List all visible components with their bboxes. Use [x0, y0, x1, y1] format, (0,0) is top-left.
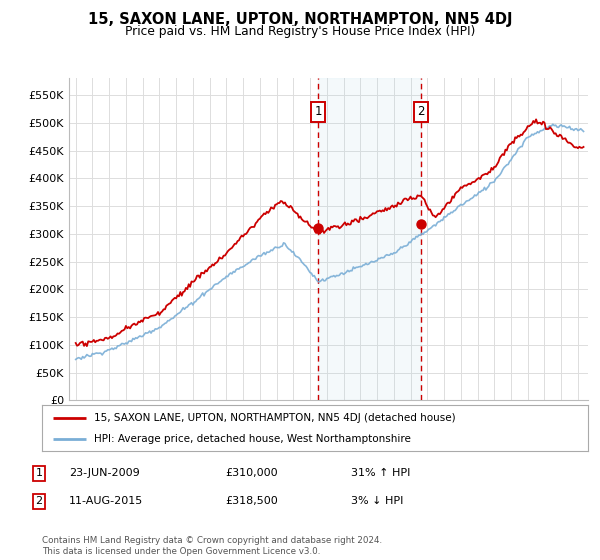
Text: 1: 1	[35, 468, 43, 478]
Text: Price paid vs. HM Land Registry's House Price Index (HPI): Price paid vs. HM Land Registry's House …	[125, 25, 475, 38]
Text: £318,500: £318,500	[225, 496, 278, 506]
Text: 1: 1	[314, 105, 322, 118]
Text: 11-AUG-2015: 11-AUG-2015	[69, 496, 143, 506]
Text: 15, SAXON LANE, UPTON, NORTHAMPTON, NN5 4DJ (detached house): 15, SAXON LANE, UPTON, NORTHAMPTON, NN5 …	[94, 413, 455, 423]
Text: £310,000: £310,000	[225, 468, 278, 478]
Text: 2: 2	[35, 496, 43, 506]
Text: 3% ↓ HPI: 3% ↓ HPI	[351, 496, 403, 506]
Text: 15, SAXON LANE, UPTON, NORTHAMPTON, NN5 4DJ: 15, SAXON LANE, UPTON, NORTHAMPTON, NN5 …	[88, 12, 512, 27]
Text: 2: 2	[417, 105, 424, 118]
Text: 31% ↑ HPI: 31% ↑ HPI	[351, 468, 410, 478]
Text: HPI: Average price, detached house, West Northamptonshire: HPI: Average price, detached house, West…	[94, 434, 411, 444]
Text: Contains HM Land Registry data © Crown copyright and database right 2024.
This d: Contains HM Land Registry data © Crown c…	[42, 536, 382, 556]
Bar	[318, 78, 421, 400]
Text: 23-JUN-2009: 23-JUN-2009	[69, 468, 140, 478]
